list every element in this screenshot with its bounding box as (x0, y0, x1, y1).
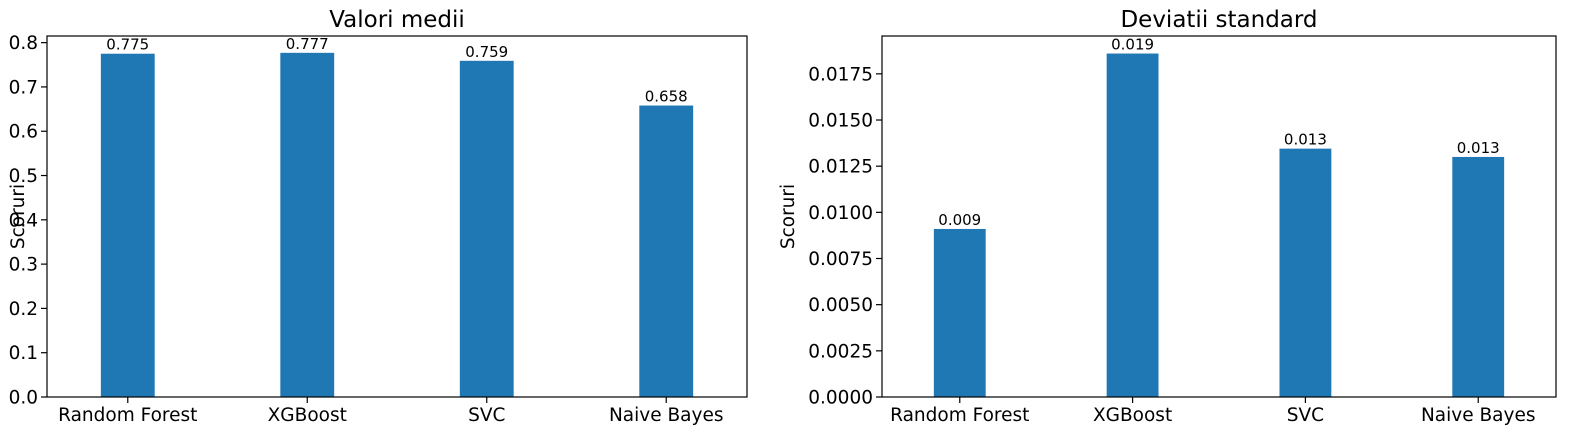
chart-title: Deviatii standard (1120, 7, 1317, 33)
y-tick-label: 0.3 (9, 255, 38, 276)
data-label: 0.019 (1111, 36, 1154, 54)
y-tick-label: 0.0050 (808, 295, 873, 316)
plot-frame (46, 35, 748, 398)
plot-frame (881, 35, 1557, 398)
bar-xgboost (1106, 53, 1159, 397)
chart-title: Valori medii (329, 7, 465, 33)
y-tick-label: 0.0125 (808, 157, 873, 178)
x-tick-label: SVC (1287, 405, 1324, 426)
data-label: 0.013 (1457, 139, 1500, 157)
data-label: 0.009 (938, 211, 981, 229)
x-tick-label: Random Forest (890, 405, 1029, 426)
x-tick-label: Naive Bayes (1421, 405, 1536, 426)
data-label: 0.658 (645, 88, 688, 106)
y-tick-label: 0.0100 (808, 203, 873, 224)
data-label: 0.775 (106, 36, 149, 54)
y-tick-label: 0.6 (9, 122, 38, 143)
y-axis-label: Scoruri (8, 184, 29, 249)
data-label: 0.759 (465, 43, 508, 61)
y-tick-label: 0.7 (9, 77, 38, 98)
x-tick-label: SVC (468, 405, 505, 426)
y-tick-label: 0.5 (9, 166, 38, 187)
x-tick-label: Naive Bayes (609, 405, 724, 426)
y-tick-label: 0.2 (9, 299, 38, 320)
y-tick-label: 0.1 (9, 343, 38, 364)
y-tick-label: 0.0000 (808, 388, 873, 409)
bar-naive-bayes (639, 105, 694, 397)
bar-naive-bayes (1452, 156, 1505, 397)
data-label: 0.777 (286, 35, 329, 53)
y-tick-label: 0.0025 (808, 341, 873, 362)
chart-panel-2: 0.009 0.019 0.013 0.013 0.0000 0.0025 0.0050 0.… (778, 7, 1557, 426)
y-tick-label: 0.0150 (808, 111, 873, 132)
x-tick-label: XGBoost (1093, 405, 1172, 426)
x-tick-label: Random Forest (58, 405, 197, 426)
data-label: 0.013 (1284, 131, 1327, 149)
y-tick-label: 0.8 (9, 33, 38, 54)
chart-panel-1: 0.775 0.777 0.759 0.658 0.0 0.1 0.2 0.3 0.4 0.5 0.… (8, 7, 748, 426)
bar-svc (1279, 148, 1332, 397)
x-tick-label: XGBoost (268, 405, 347, 426)
bar-xgboost (280, 52, 335, 397)
y-tick-label: 0.0175 (808, 64, 873, 85)
y-axis-label: Scoruri (778, 184, 799, 249)
y-tick-label: 0.0 (9, 388, 38, 409)
bar-random-forest (100, 53, 155, 397)
bar-svc (459, 60, 514, 398)
y-tick-label: 0.0075 (808, 249, 873, 270)
y-tick-label: 0.4 (9, 210, 38, 231)
bar-random-forest (933, 228, 986, 397)
